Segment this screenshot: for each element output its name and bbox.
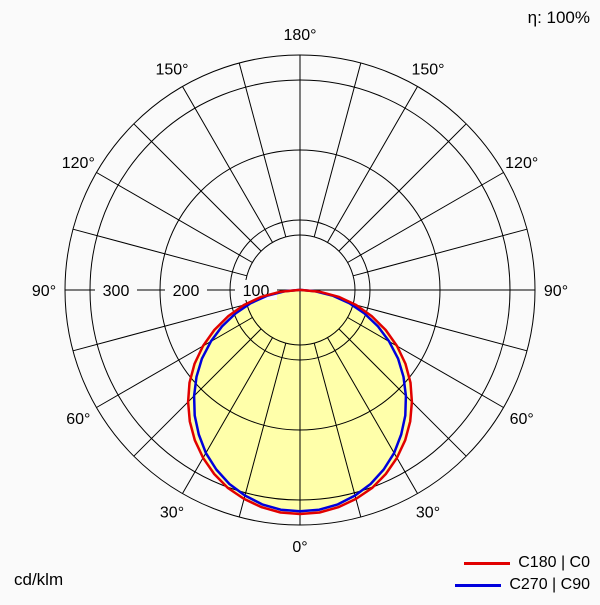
angle-tick-label-90-left: 90° xyxy=(32,283,56,300)
radial-tick-label-200: 200 xyxy=(173,283,200,300)
grid-spoke-60 xyxy=(347,317,504,408)
angle-tick-label-150-left: 150° xyxy=(155,61,188,78)
radial-label-mask xyxy=(165,280,207,300)
grid-spoke-345 xyxy=(238,342,287,518)
grid-spoke-330 xyxy=(182,337,273,494)
grid-spoke-105 xyxy=(352,228,528,277)
angle-tick-label-30: 30° xyxy=(416,505,440,522)
grid-spoke-225 xyxy=(133,123,262,252)
angle-tick-label-180: 180° xyxy=(283,27,316,44)
legend-label-c180-c0: C180 | C0 xyxy=(518,554,590,571)
grid-spoke-255 xyxy=(72,228,248,277)
series-c180-c0 xyxy=(186,288,414,516)
legend-line-blue xyxy=(455,583,502,587)
grid-spoke-240 xyxy=(96,172,253,263)
grid-spoke-195 xyxy=(238,62,287,238)
angle-tick-label-60: 60° xyxy=(510,411,534,428)
grid-spoke-210 xyxy=(182,86,273,243)
legend-line-red xyxy=(464,561,511,565)
radial-label-mask xyxy=(95,280,137,300)
efficiency-label: η: 100% xyxy=(527,8,590,27)
angle-tick-label-0: 0° xyxy=(292,539,307,556)
angle-tick-label-150: 150° xyxy=(411,61,444,78)
polar-grid xyxy=(64,54,536,526)
grid-spoke-285 xyxy=(72,303,248,352)
grid-spoke-75 xyxy=(352,303,528,352)
legend-row-c270-c90: C270 | C90 xyxy=(455,576,590,594)
angle-tick-label-60-left: 60° xyxy=(66,411,90,428)
angle-tick-label-120-left: 120° xyxy=(62,155,95,172)
legend-row-c180-c0: C180 | C0 xyxy=(455,554,590,572)
angle-tick-labels: 0° 30° 30° 60° 60° 90° 90° 120° 120° 150° 150° 180° xyxy=(32,27,568,556)
grid-spoke-300 xyxy=(96,317,253,408)
angle-tick-label-30-left: 30° xyxy=(160,505,184,522)
grid-spoke-15 xyxy=(313,342,362,518)
grid-spoke-120 xyxy=(347,172,504,263)
grid-spoke-30 xyxy=(327,337,418,494)
grid-spoke-165 xyxy=(313,62,362,238)
grid-spoke-135 xyxy=(338,123,467,252)
series-c270-c90 xyxy=(192,288,408,513)
legend-label-c270-c90: C270 | C90 xyxy=(509,576,590,593)
grid-spoke-315 xyxy=(133,328,262,457)
grid-spoke-150 xyxy=(327,86,418,243)
legend: C180 | C0 C270 | C90 xyxy=(455,554,590,594)
grid-spoke-45 xyxy=(338,328,467,457)
radial-tick-label-300: 300 xyxy=(103,283,130,300)
unit-label: cd/klm xyxy=(14,570,64,589)
angle-tick-label-120: 120° xyxy=(505,155,538,172)
angle-tick-label-90: 90° xyxy=(544,283,568,300)
